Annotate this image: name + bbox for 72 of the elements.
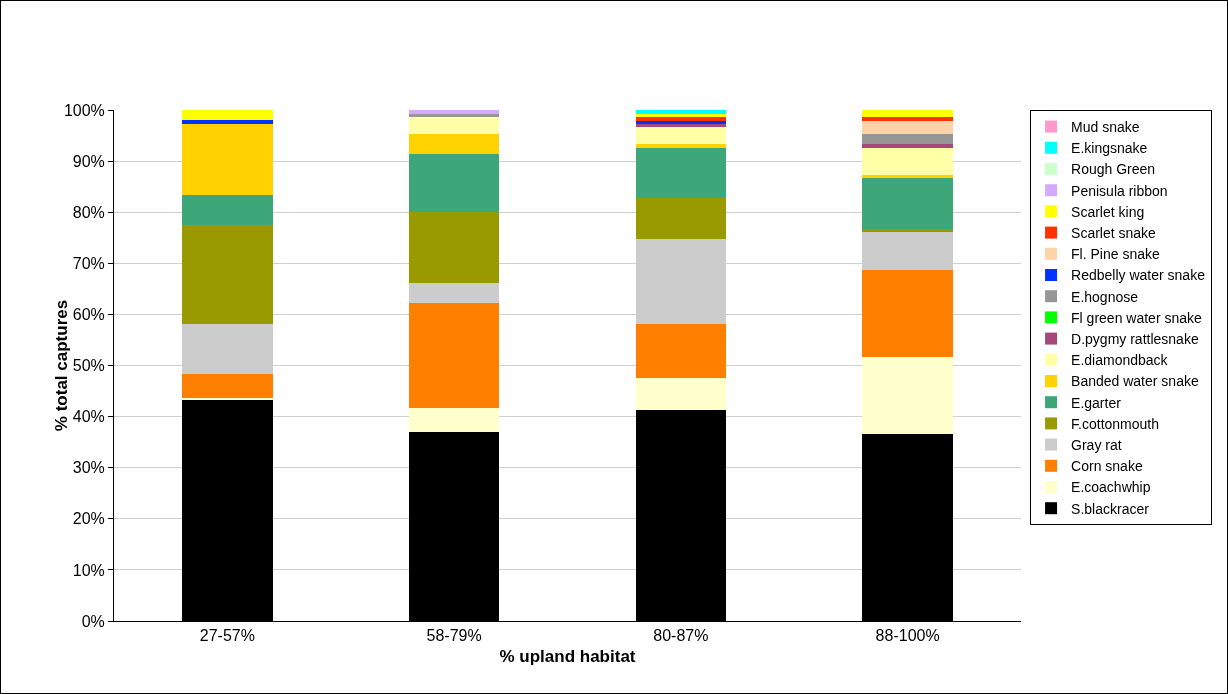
y-tick-label: 70% bbox=[72, 254, 105, 272]
bar bbox=[182, 110, 273, 120]
y-tick-label: 10% bbox=[72, 561, 105, 579]
bar bbox=[635, 110, 727, 115]
legend-label: E.coachwhip bbox=[1071, 479, 1151, 496]
legend-label: Penisula ribbon bbox=[1071, 182, 1168, 199]
legend-label: Rough Green bbox=[1071, 161, 1156, 178]
legend-label: Scarlet snake bbox=[1071, 225, 1157, 242]
bar bbox=[635, 117, 727, 122]
bar bbox=[635, 147, 727, 198]
bar bbox=[635, 126, 727, 145]
bar bbox=[635, 377, 727, 410]
bar bbox=[862, 117, 953, 122]
legend-label: Scarlet king bbox=[1071, 203, 1145, 220]
bar bbox=[182, 123, 273, 195]
bar bbox=[182, 398, 273, 401]
bar bbox=[408, 211, 500, 284]
y-tick-label: 80% bbox=[72, 203, 105, 221]
y-tick-label: 100% bbox=[63, 101, 105, 119]
legend-label: E.diamondback bbox=[1071, 352, 1169, 369]
y-tick-label: 40% bbox=[72, 408, 105, 426]
bar bbox=[408, 114, 500, 118]
x-axis-title: % upland habitat bbox=[499, 646, 636, 666]
bar bbox=[408, 117, 500, 135]
bar bbox=[408, 110, 500, 115]
bar bbox=[862, 134, 953, 145]
bar bbox=[862, 174, 953, 178]
bar bbox=[408, 153, 500, 212]
bar bbox=[182, 374, 273, 399]
legend-label: Gray rat bbox=[1071, 437, 1122, 454]
x-tick-label: 58-79% bbox=[426, 627, 482, 645]
bar bbox=[862, 229, 953, 233]
bar bbox=[408, 283, 500, 304]
bar bbox=[182, 224, 273, 325]
y-tick-label: 90% bbox=[72, 152, 105, 170]
y-tick-label: 20% bbox=[72, 510, 105, 528]
bar bbox=[635, 197, 727, 239]
legend-label: Mud snake bbox=[1071, 119, 1140, 136]
y-tick-label: 60% bbox=[72, 306, 105, 323]
bar bbox=[635, 324, 727, 378]
legend-label: Banded water snake bbox=[1071, 373, 1199, 390]
bar bbox=[862, 269, 953, 357]
legend-label: E.garter bbox=[1071, 394, 1122, 411]
bar bbox=[862, 144, 953, 148]
legend-label: F.cottonmouth bbox=[1071, 415, 1160, 432]
bar bbox=[862, 147, 953, 175]
legend-label: D.pygmy rattlesnake bbox=[1071, 331, 1199, 348]
bar bbox=[182, 119, 273, 124]
bar bbox=[862, 121, 953, 135]
bar bbox=[408, 303, 500, 408]
legend-label: Fl. Pine snake bbox=[1071, 246, 1160, 263]
y-tick-label: 50% bbox=[72, 357, 105, 375]
bar bbox=[408, 134, 500, 154]
y-tick-label: 0% bbox=[81, 612, 105, 630]
bar bbox=[862, 177, 953, 230]
bar bbox=[862, 110, 953, 118]
legend-label: E.hognose bbox=[1071, 288, 1139, 305]
y-tick-label: 30% bbox=[72, 459, 105, 477]
bar bbox=[635, 114, 727, 118]
legend-label: Fl green water snake bbox=[1071, 309, 1203, 326]
x-tick-label: 80-87% bbox=[653, 627, 709, 645]
bar bbox=[635, 144, 727, 148]
bar bbox=[408, 407, 500, 432]
y-axis-title: % total captures bbox=[51, 299, 71, 432]
x-tick-label: 27-57% bbox=[199, 627, 255, 645]
legend-label: Corn snake bbox=[1071, 458, 1143, 475]
legend-label: E.kingsnake bbox=[1071, 140, 1148, 157]
legend-label: S.blackracer bbox=[1071, 500, 1150, 517]
bar bbox=[862, 356, 953, 434]
bar bbox=[182, 194, 273, 225]
legend-label: Redbelly water snake bbox=[1071, 267, 1206, 284]
x-tick-label: 88-100% bbox=[875, 627, 940, 645]
